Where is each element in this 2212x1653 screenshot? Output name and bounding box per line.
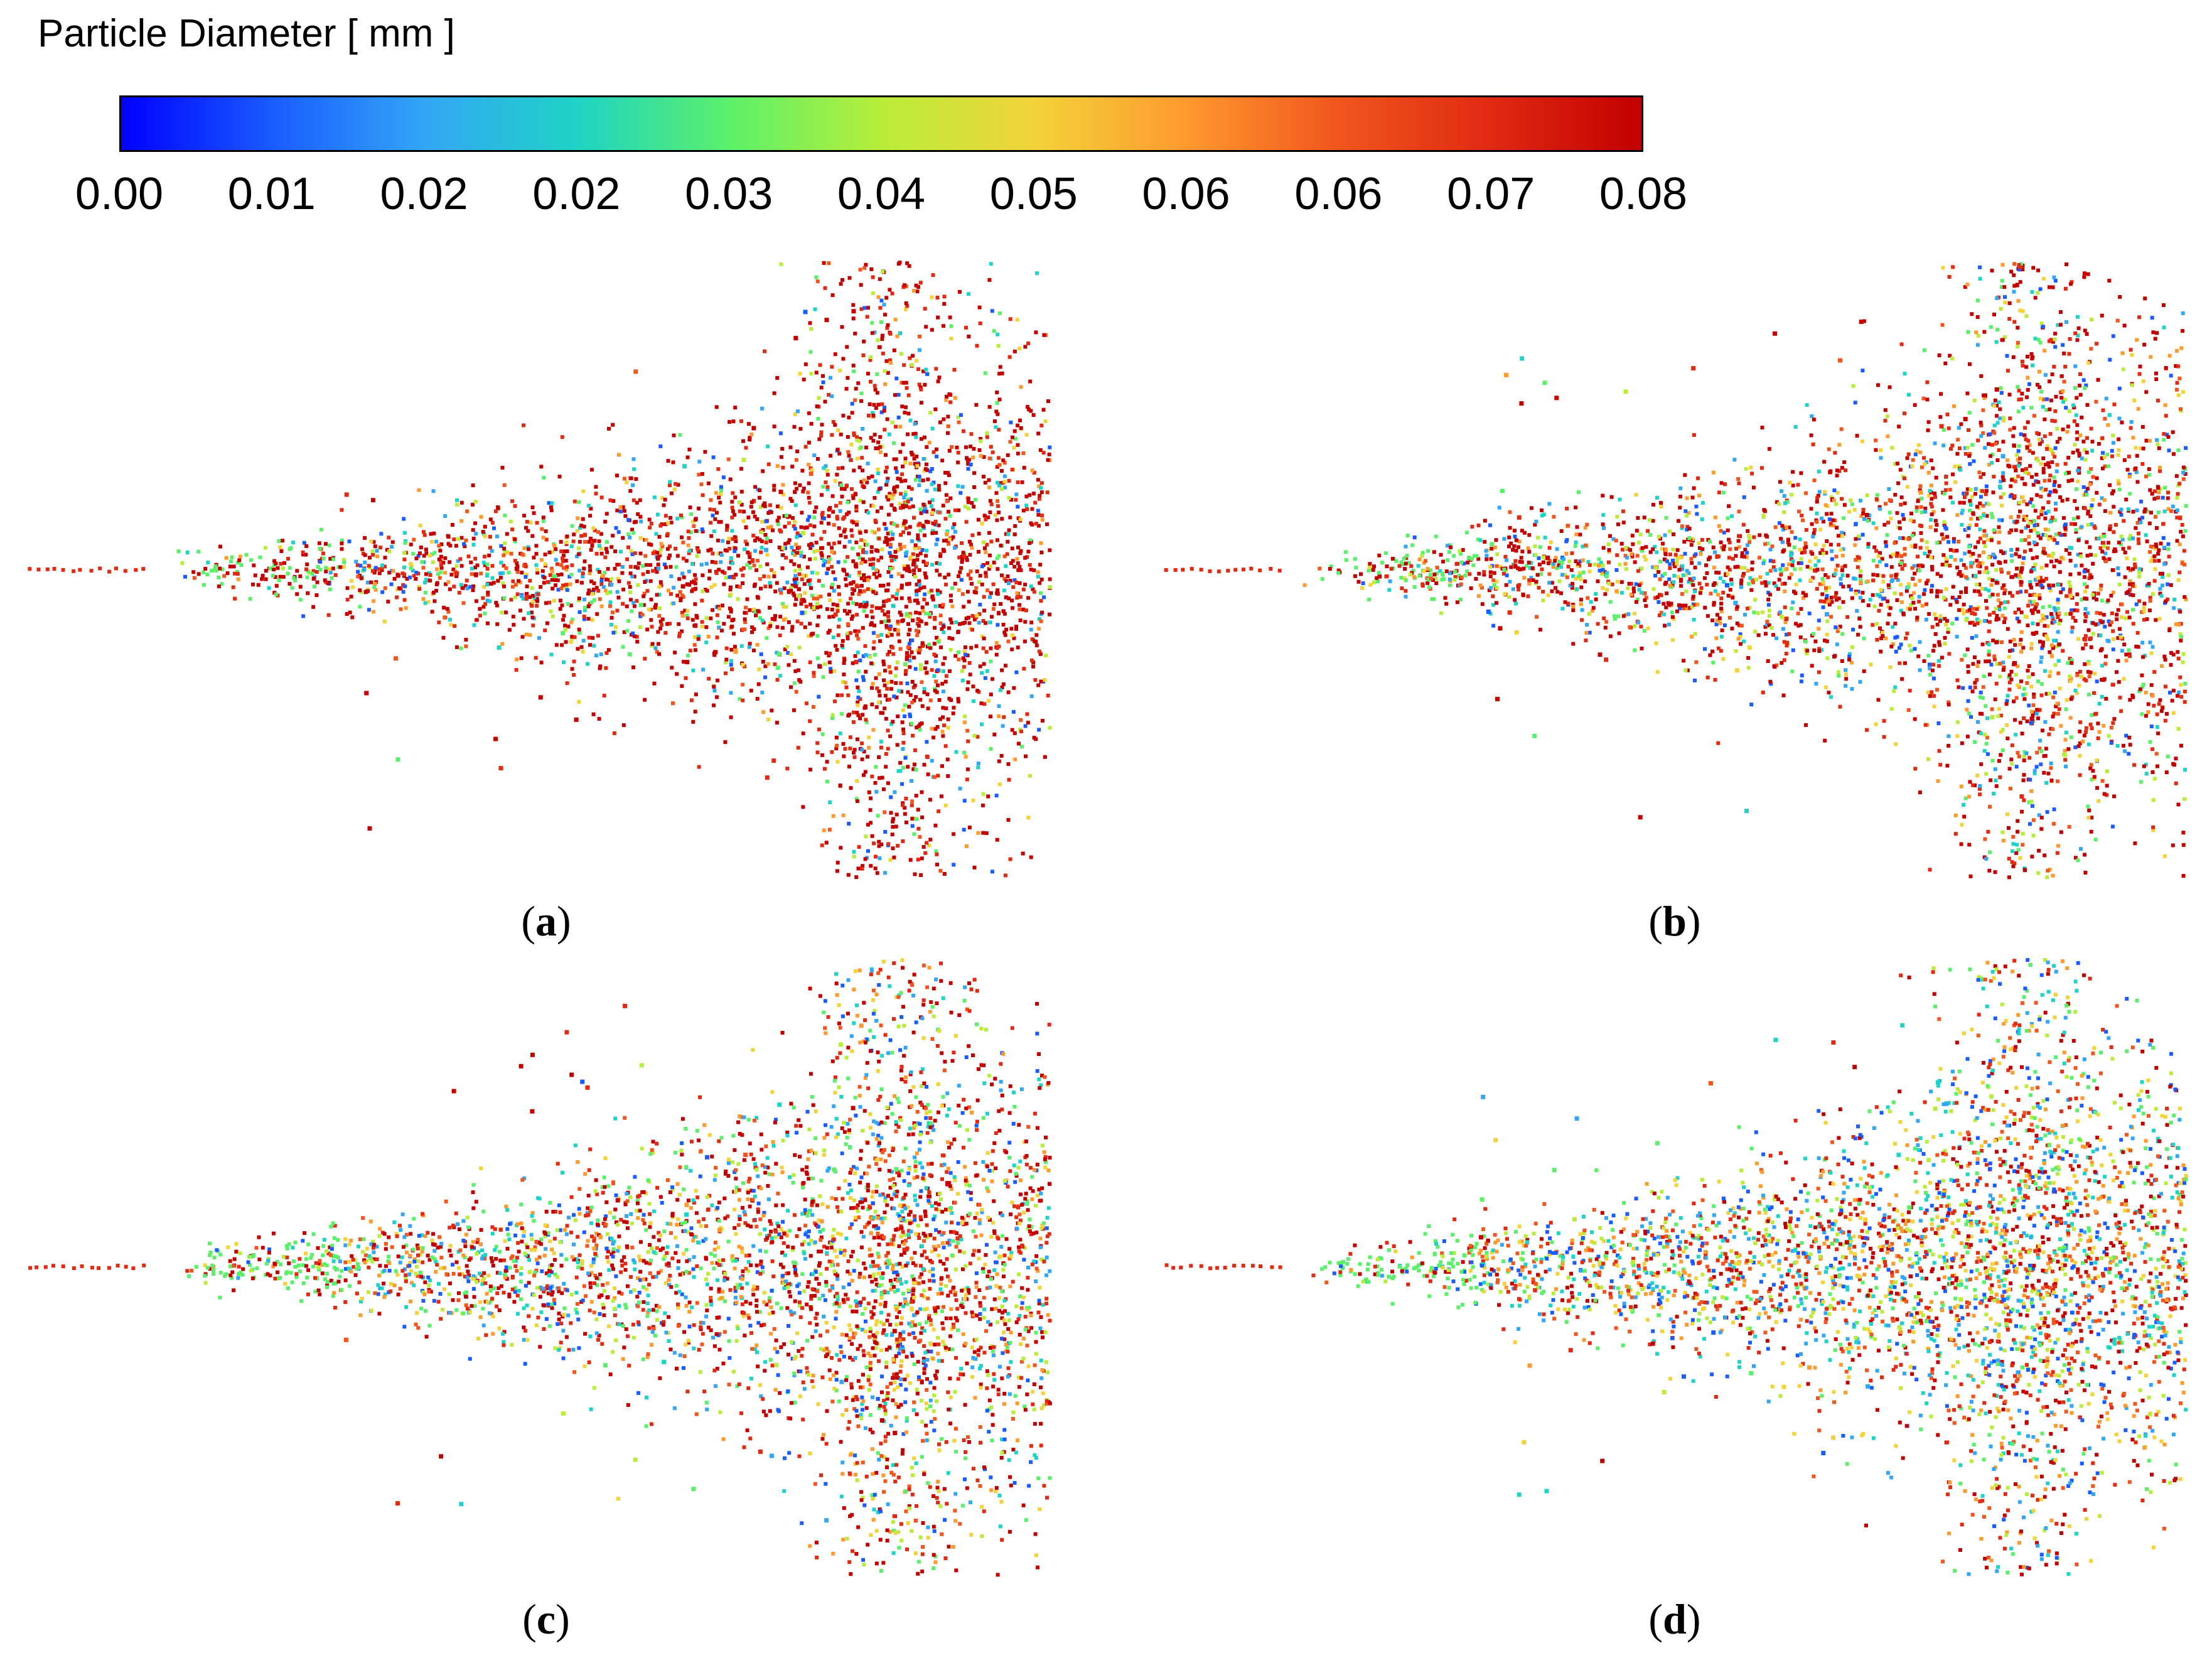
spray-panel-b: [1155, 248, 2209, 888]
caption-c: (c): [522, 1595, 570, 1643]
caption-c-letter: c: [536, 1595, 556, 1643]
caption-a-letter: a: [535, 897, 557, 945]
colorbar-gradient: [119, 95, 1643, 152]
caption-a: (a): [521, 897, 571, 945]
colorbar-tick-label: 0.02: [532, 169, 621, 219]
colorbar-tick-label: 0.07: [1447, 169, 1535, 219]
colorbar-tick-label: 0.06: [1142, 169, 1230, 219]
particle-cloud: [28, 261, 1052, 880]
colorbar-tick-label: 0.05: [989, 169, 1078, 219]
colorbar-tick-label: 0.03: [685, 169, 773, 219]
colorbar-tick-label: 0.06: [1294, 169, 1383, 219]
colorbar-title: Particle Diameter [ mm ]: [38, 12, 455, 55]
colorbar-tick-label: 0.01: [227, 169, 316, 219]
spray-panel-d: [1155, 945, 2209, 1585]
caption-b-letter: b: [1663, 897, 1687, 945]
colorbar-tick-label: 0.00: [75, 169, 164, 219]
spray-plot-d: [1164, 958, 2188, 1576]
spray-panel-c: [19, 945, 1073, 1585]
spray-panel-a: [19, 248, 1073, 888]
particle-cloud: [28, 958, 1052, 1577]
colorbar-tick-label: 0.08: [1599, 169, 1688, 219]
spray-plot-a: [28, 261, 1052, 880]
spray-plot-b: [1164, 262, 2188, 880]
caption-d-letter: d: [1663, 1595, 1687, 1643]
caption-b: (b): [1648, 897, 1701, 945]
particle-cloud: [1164, 262, 2188, 880]
caption-d: (d): [1648, 1595, 1701, 1643]
spray-plot-c: [28, 958, 1052, 1577]
particle-cloud: [1164, 958, 2188, 1576]
colorbar-tick-label: 0.02: [380, 169, 468, 219]
colorbar-tick-label: 0.04: [837, 169, 926, 219]
